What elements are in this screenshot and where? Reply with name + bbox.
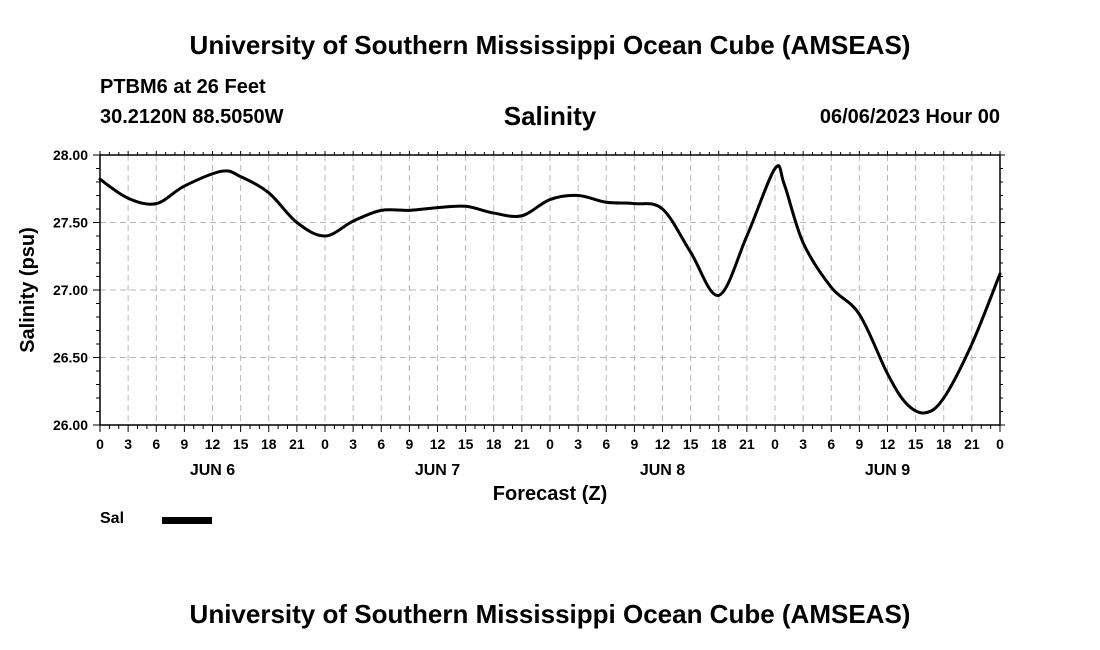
x-tick-label: 15 bbox=[683, 436, 699, 452]
x-axis-title: Forecast (Z) bbox=[493, 483, 607, 505]
plot-frame bbox=[99, 154, 1001, 426]
day-label: JUN 6 bbox=[190, 462, 235, 479]
x-tick-label: 6 bbox=[827, 436, 835, 452]
x-tick-label: 21 bbox=[739, 436, 755, 452]
x-tick-label: 0 bbox=[996, 436, 1004, 452]
x-tick-label: 18 bbox=[486, 436, 502, 452]
chart-title: University of Southern Mississippi Ocean… bbox=[189, 30, 911, 60]
x-tick-label: 18 bbox=[261, 436, 277, 452]
y-tick-label: 28.00 bbox=[53, 147, 88, 163]
day-label: JUN 8 bbox=[640, 462, 685, 479]
axis-ticks bbox=[93, 151, 1005, 432]
series-layer bbox=[98, 164, 1002, 415]
y-tick-label: 27.00 bbox=[53, 282, 88, 298]
x-tick-label: 9 bbox=[855, 436, 863, 452]
footer-title: University of Southern Mississippi Ocean… bbox=[189, 599, 911, 629]
x-tick-label: 21 bbox=[289, 436, 305, 452]
x-tick-label: 12 bbox=[655, 436, 671, 452]
forecast-datetime: 06/06/2023 Hour 00 bbox=[819, 106, 1000, 128]
legend-label: Sal bbox=[100, 510, 125, 527]
x-tick-label: 0 bbox=[771, 436, 779, 452]
x-tick-label: 9 bbox=[180, 436, 188, 452]
series-line-sal bbox=[98, 164, 1002, 415]
x-tick-label: 18 bbox=[936, 436, 952, 452]
x-tick-label: 12 bbox=[430, 436, 446, 452]
x-tick-label: 12 bbox=[205, 436, 221, 452]
x-tick-label: 12 bbox=[880, 436, 896, 452]
x-tick-label: 9 bbox=[405, 436, 413, 452]
x-tick-label: 3 bbox=[124, 436, 132, 452]
coordinates-label: 30.2120N 88.5050W bbox=[100, 106, 284, 128]
day-label: JUN 7 bbox=[415, 462, 460, 479]
x-tick-label: 15 bbox=[233, 436, 249, 452]
x-tick-label: 9 bbox=[630, 436, 638, 452]
x-tick-label: 0 bbox=[546, 436, 554, 452]
x-tick-label: 3 bbox=[799, 436, 807, 452]
x-tick-label: 15 bbox=[908, 436, 924, 452]
grid-lines bbox=[100, 155, 1000, 425]
legend-swatch bbox=[162, 517, 212, 524]
x-tick-label: 6 bbox=[152, 436, 160, 452]
y-axis-title: Salinity (psu) bbox=[17, 227, 39, 353]
x-tick-label: 15 bbox=[458, 436, 474, 452]
x-tick-label: 6 bbox=[377, 436, 385, 452]
axis-labels: 0 3 6 9 12 15 18 21 0 3 6 9 12 15 18 21 0 3 6 9 12 15 18 21 0 3 6 9… bbox=[53, 147, 1004, 479]
x-tick-label: 21 bbox=[964, 436, 980, 452]
y-tick-label: 26.50 bbox=[53, 350, 88, 366]
day-label: JUN 9 bbox=[865, 462, 910, 479]
x-tick-label: 0 bbox=[96, 436, 104, 452]
y-tick-label: 27.50 bbox=[53, 215, 88, 231]
x-tick-label: 3 bbox=[349, 436, 357, 452]
chart-subtitle: Salinity bbox=[503, 101, 597, 131]
x-tick-label: 18 bbox=[711, 436, 727, 452]
x-tick-label: 3 bbox=[574, 436, 582, 452]
y-tick-label: 26.00 bbox=[53, 417, 88, 433]
x-tick-label: 21 bbox=[514, 436, 530, 452]
station-label: PTBM6 at 26 Feet bbox=[100, 76, 266, 98]
x-tick-label: 6 bbox=[602, 436, 610, 452]
x-tick-label: 0 bbox=[321, 436, 329, 452]
